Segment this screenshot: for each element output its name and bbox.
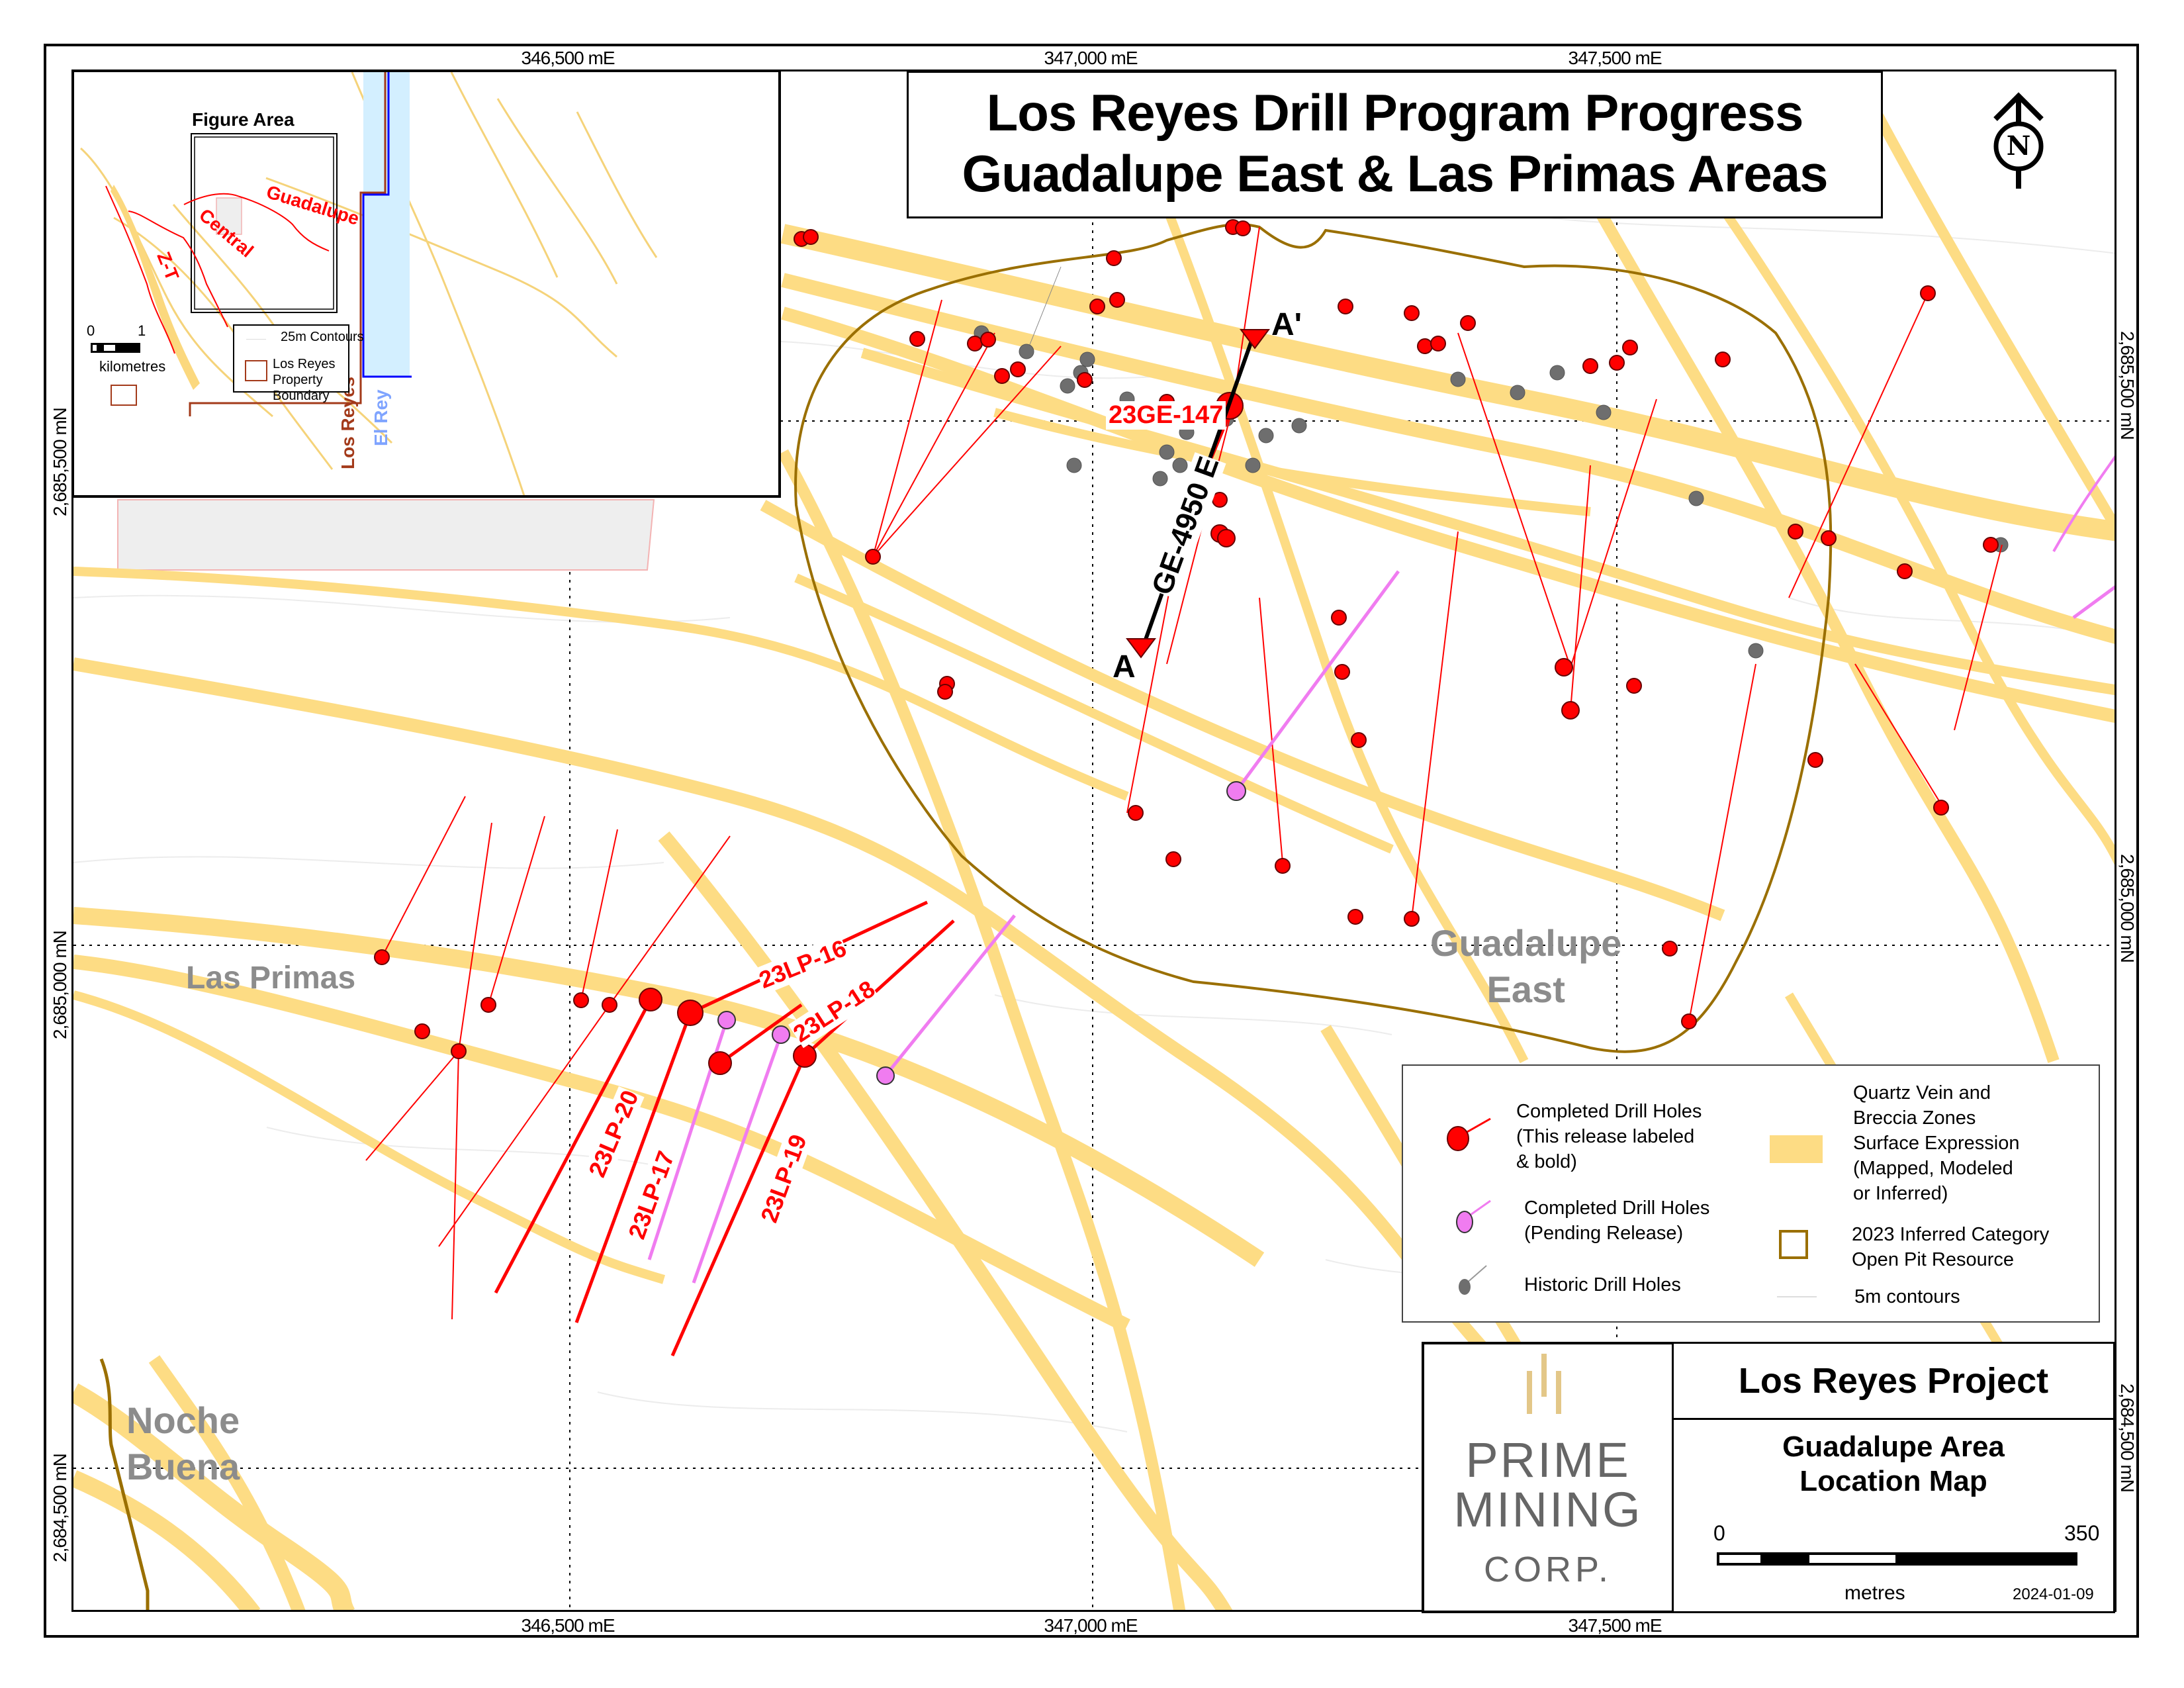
inset-scale-bar (91, 343, 140, 353)
red-drill-hole-icon (1447, 1117, 1491, 1151)
northing-label-left-1: 2,685,500 mN (50, 408, 70, 516)
easting-label-top-2: 347,000 mE (1044, 48, 1138, 68)
completed-drill-holes (374, 219, 1999, 1059)
project-title: Los Reyes Project (1674, 1344, 2113, 1420)
northing-label-right-2: 2,685,000 mN (2117, 854, 2138, 962)
logo-text-mining: MINING (1453, 1482, 1643, 1537)
resource-outline (794, 223, 1833, 1053)
map-subtitle-line-2: Location Map (1799, 1465, 1987, 1497)
legend-label-historic: Historic Drill Holes (1524, 1274, 1681, 1295)
legend-label-completed: Completed Drill Holes (This release labe… (1516, 1101, 1702, 1172)
logo-text-prime: PRIME (1465, 1432, 1631, 1487)
legend-label-contours: 5m contours (1854, 1286, 1960, 1307)
logo-text-corp: CORP. (1483, 1550, 1613, 1589)
figure-area-label: Figure Area (192, 109, 295, 130)
scale-min-label: 0 (1713, 1521, 1725, 1545)
map-title: Los Reyes Drill Program Progress Guadalu… (907, 71, 1883, 218)
grid-lines (73, 71, 2115, 1610)
inset-scale-min: 0 (87, 322, 95, 339)
logo-mark-icon (1527, 1354, 1561, 1414)
title-block: Los Reyes Project Guadalupe Area Locatio… (1672, 1342, 2115, 1613)
inset-scale-unit: kilometres (99, 358, 166, 375)
inset-boundary-swatch (245, 360, 267, 381)
easting-label-top-3: 347,500 mE (1568, 48, 1662, 68)
northing-label-right-3: 2,684,500 mN (2117, 1383, 2138, 1492)
el-rey-area (363, 72, 410, 377)
legend-label-pending: Completed Drill Holes (Pending Release) (1524, 1197, 1710, 1244)
los-reyes-boundary (189, 72, 387, 416)
inset-legend: 25m Contours Los Reyes Property Boundary (233, 324, 364, 403)
drill-label-23GE-147[interactable]: 23GE-147 (1106, 401, 1226, 430)
vein-zone-swatch (1770, 1135, 1823, 1163)
noche-buena-boundary (99, 1358, 150, 1610)
scale-unit-label: metres (1844, 1582, 1905, 1604)
map-legend: Completed Drill Holes (This release labe… (1402, 1064, 2100, 1323)
section-end-marker (1240, 329, 1270, 350)
map-date: 2024-01-09 (2013, 1585, 2094, 1603)
easting-label-top-1: 346,500 mE (521, 48, 615, 68)
north-arrow-icon: N (1979, 89, 2058, 195)
company-logo: PRIME MINING CORP. (1422, 1342, 1674, 1613)
pink-drill-hole-icon (1456, 1199, 1491, 1233)
area-label-noche-buena: Noche Buena (126, 1399, 240, 1487)
scale-bar (1717, 1552, 2077, 1566)
legend-label-resource: 2023 Inferred Category Open Pit Resource (1852, 1224, 2050, 1270)
area-label-guadalupe-east: Guadalupe East (1430, 922, 1622, 1010)
northing-label-left-2: 2,685,000 mN (50, 931, 70, 1039)
resource-outline-swatch (1779, 1230, 1808, 1259)
el-rey-boundary (362, 72, 412, 378)
historic-drill-holes (974, 266, 2009, 659)
north-letter: N (2006, 130, 2031, 162)
inset-scale-max: 1 (138, 322, 146, 339)
inset-legend-contours: 25m Contours (281, 330, 364, 344)
pending-drill-holes (717, 781, 1246, 1085)
figure-area-inner (194, 136, 334, 310)
section-start-label: A (1113, 649, 1136, 684)
inset-contour-swatch (246, 339, 266, 340)
property-label-el-rey: El Rey (371, 389, 391, 446)
section-end-label: A' (1271, 307, 1302, 342)
map-subtitle-line-1: Guadalupe Area (1782, 1430, 2005, 1463)
easting-label-bottom-1: 346,500 mE (521, 1615, 615, 1636)
map-title-line-2: Guadalupe East & Las Primas Areas (962, 144, 1828, 203)
section-start-marker (1126, 638, 1156, 659)
northing-label-left-3: 2,684,500 mN (50, 1454, 70, 1562)
map-title-line-1: Los Reyes Drill Program Progress (986, 83, 1804, 142)
easting-label-bottom-3: 347,500 mE (1568, 1615, 1662, 1636)
inset-legend-boundary: Los Reyes Property Boundary (273, 357, 336, 403)
scale-max-label: 350 (2064, 1521, 2100, 1545)
easting-label-bottom-2: 347,000 mE (1044, 1615, 1138, 1636)
area-label-las-primas: Las Primas (186, 961, 356, 996)
grey-drill-hole-icon (1459, 1265, 1487, 1295)
legend-label-vein-zones: Quartz Vein and Breccia Zones Surface Ex… (1853, 1082, 2020, 1204)
figure-area-outer (191, 133, 338, 313)
outer-frame (44, 44, 2139, 1638)
northing-label-right-1: 2,685,500 mN (2117, 331, 2138, 440)
map-subtitle: Guadalupe Area Location Map (1674, 1430, 2113, 1499)
inset-map[interactable]: Figure Area Guadalupe Central Z-T Los Re… (71, 70, 781, 498)
grey-parcel (117, 499, 655, 571)
